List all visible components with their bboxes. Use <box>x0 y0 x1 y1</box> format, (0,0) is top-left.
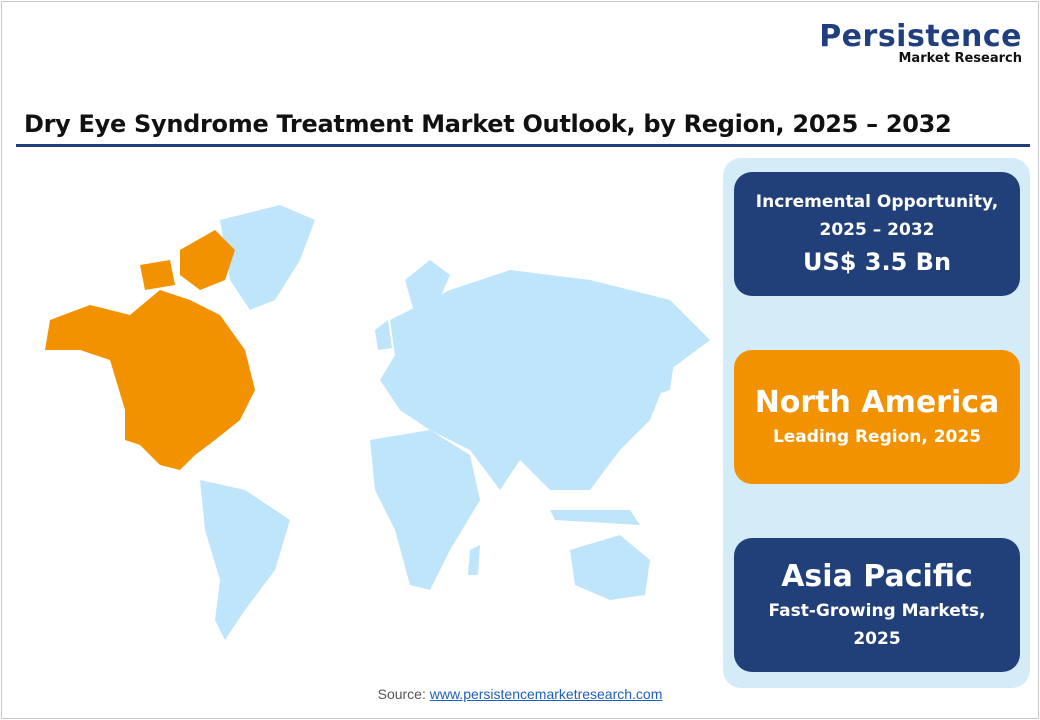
world-map <box>45 205 710 640</box>
card-label: Incremental Opportunity, <box>755 192 999 212</box>
card-value: US$ 3.5 Bn <box>802 248 952 276</box>
source-label: Source: <box>377 686 426 702</box>
card-sub-year: 2025 <box>853 629 901 649</box>
south-america <box>200 480 290 640</box>
logo-sub: Market Research <box>898 51 1023 66</box>
card-sub: Leading Region, 2025 <box>772 427 982 447</box>
scandinavia <box>405 260 450 315</box>
europe-asia <box>380 270 710 490</box>
incremental-opportunity-card: Incremental Opportunity, 2025 – 2032 US$… <box>734 172 1020 296</box>
africa <box>370 430 480 590</box>
north-america-highlight <box>45 230 255 470</box>
leading-region-card: North America Leading Region, 2025 <box>734 350 1020 484</box>
card-heading: Asia Pacific <box>781 559 973 594</box>
logo: Persistence Market Research <box>819 22 1022 66</box>
source-link[interactable]: www.persistencemarketresearch.com <box>429 686 663 702</box>
indonesia <box>550 510 640 525</box>
uk <box>375 320 392 350</box>
card-period: 2025 – 2032 <box>819 220 935 240</box>
page-title: Dry Eye Syndrome Treatment Market Outloo… <box>24 110 952 138</box>
japan <box>655 355 675 395</box>
fast-growing-card: Asia Pacific Fast-Growing Markets, 2025 <box>734 538 1020 672</box>
title-rule <box>16 144 1030 147</box>
australia <box>570 535 650 600</box>
card-sub: Fast-Growing Markets, <box>768 601 986 621</box>
card-heading: North America <box>754 385 1000 420</box>
logo-main: Persistence <box>819 19 1022 54</box>
greenland <box>220 205 315 310</box>
madagascar <box>468 545 480 575</box>
source: Source: www.persistencemarketresearch.co… <box>0 686 1040 702</box>
